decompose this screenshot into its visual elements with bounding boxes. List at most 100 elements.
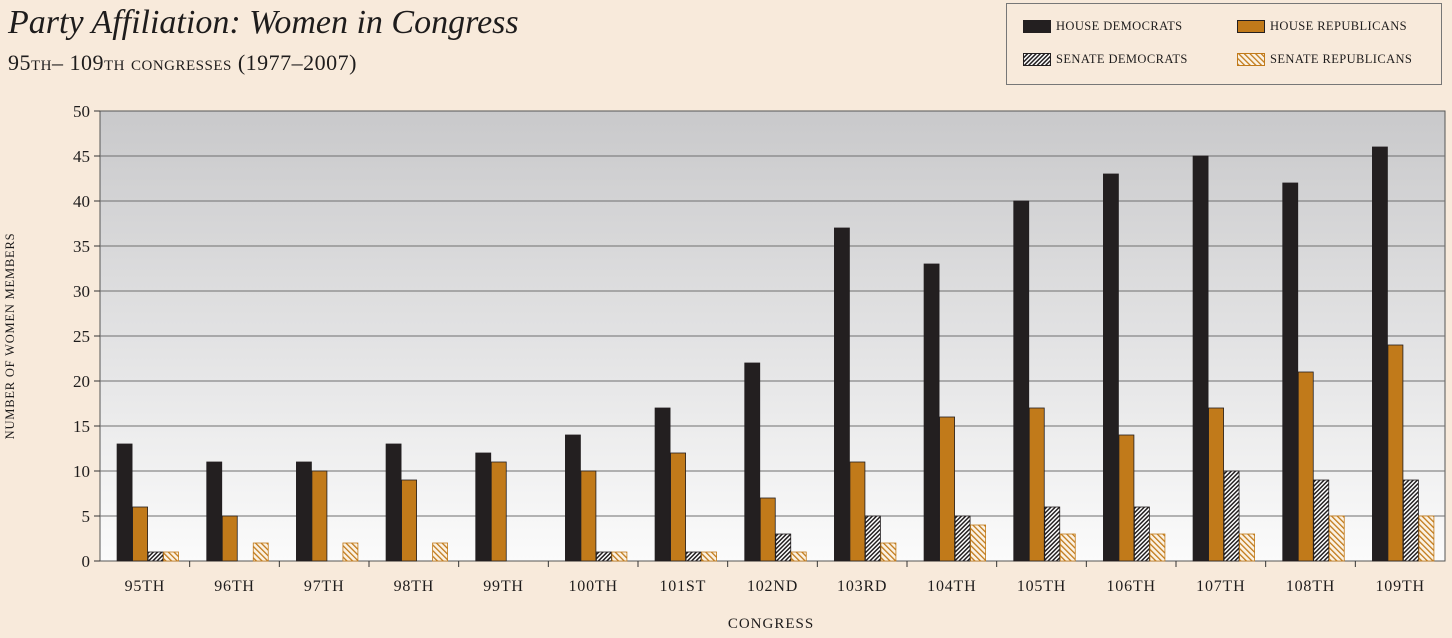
bar-house-democrats-107th [1192,155,1209,562]
bar-house-republicans-96th [221,515,238,562]
bar-senate-republicans-96th [252,542,269,562]
bar-house-democrats-108th [1282,182,1299,562]
bar-senate-democrats-101st [685,551,702,562]
legend-item-senate-democrats: SENATE DEMOCRATS [1023,52,1188,67]
bar-house-democrats-99th [475,452,492,562]
y-tick-label: 0 [82,552,91,571]
bar-senate-democrats-109th [1403,479,1419,562]
bar-house-democrats-97th [296,461,312,562]
bar-house-republicans-98th [401,479,417,562]
bar-senate-democrats-108th [1313,479,1330,562]
legend-item-senate-republicans: SENATE REPUBLICANS [1237,52,1412,67]
x-tick-label: 97TH [304,578,345,595]
legend-label-house-republicans: HOUSE REPUBLICANS [1270,19,1408,33]
x-tick-label: 108TH [1286,578,1335,595]
y-axis-label: NUMBER OF WOMEN MEMBERS [3,233,17,440]
bar-senate-democrats-100th [596,551,612,562]
legend-swatch-house-democrats [1023,20,1051,33]
bars-group [116,146,1435,562]
bar-senate-republicans-106th [1149,533,1166,562]
legend-item-house-democrats: HOUSE DEMOCRATS [1023,19,1183,34]
y-tick-label: 35 [73,237,90,256]
bar-house-democrats-106th [1103,173,1119,562]
x-tick-label: 105TH [1017,578,1066,595]
bar-senate-republicans-101st [701,551,717,562]
bar-house-republicans-109th [1387,344,1404,562]
x-tick-label: 103RD [837,578,887,595]
bar-house-republicans-103rd [849,461,866,562]
bar-senate-democrats-106th [1134,506,1150,562]
bar-senate-republicans-100th [611,551,628,562]
y-tick-label: 40 [73,192,90,211]
y-tick-label: 50 [73,102,90,121]
bar-house-republicans-105th [1028,407,1045,562]
bar-house-republicans-106th [1118,434,1135,562]
bar-house-democrats-101st [654,407,671,562]
x-tick-label: 107TH [1196,578,1245,595]
bar-senate-republicans-107th [1239,533,1255,562]
y-tick-label: 5 [82,507,91,526]
legend-label-house-democrats: HOUSE DEMOCRATS [1056,19,1183,33]
bar-senate-republicans-95th [163,551,179,562]
y-tick-label: 15 [73,417,90,436]
y-tick-label: 20 [73,372,90,391]
bar-house-republicans-108th [1297,371,1314,562]
x-tick-label: 100TH [569,578,618,595]
legend-swatch-senate-republicans [1237,53,1265,66]
x-tick-label: 104TH [927,578,976,595]
chart-title: Party Affiliation: Women in Congress [8,4,519,41]
bar-senate-republicans-98th [432,542,448,562]
bar-senate-democrats-103rd [865,515,881,562]
bar-senate-republicans-103rd [880,542,897,562]
x-tick-label: 95TH [125,578,166,595]
x-tick-label: 102ND [747,578,798,595]
bar-senate-democrats-107th [1223,470,1240,562]
x-axis: 95TH 96TH 97TH 98TH 99TH 100TH 101ST 102ND 103RD… [125,561,1425,595]
x-tick-label: 98TH [394,578,435,595]
bar-senate-democrats-95th [147,551,164,562]
bar-house-democrats-100th [565,434,581,562]
chart-subtitle: 95th– 109th congresses (1977–2007) [8,50,358,75]
x-tick-label: 106TH [1107,578,1156,595]
bar-senate-republicans-102nd [790,551,807,562]
bar-house-democrats-109th [1372,146,1388,562]
bar-senate-republicans-104th [970,524,986,562]
bar-house-democrats-96th [206,461,223,562]
bar-senate-democrats-105th [1044,506,1061,562]
y-tick-label: 30 [73,282,90,301]
bar-house-democrats-102nd [744,362,761,562]
legend-label-senate-republicans: SENATE REPUBLICANS [1270,52,1413,66]
bar-house-republicans-102nd [759,497,776,562]
x-tick-label: 109TH [1376,578,1425,595]
bar-senate-republicans-105th [1059,533,1076,562]
bar-house-republicans-104th [939,416,955,562]
bar-house-republicans-107th [1208,407,1224,562]
y-tick-label: 25 [73,327,90,346]
bar-house-republicans-97th [311,470,328,562]
bar-house-democrats-95th [116,443,133,562]
y-tick-label: 45 [73,147,90,166]
y-tick-label: 10 [73,462,90,481]
legend-swatch-senate-democrats [1023,53,1051,66]
bar-house-republicans-95th [132,506,148,562]
bar-house-republicans-99th [490,461,507,562]
x-tick-label: 96TH [214,578,255,595]
bar-senate-republicans-109th [1418,515,1435,562]
bar-senate-democrats-104th [954,515,971,562]
legend-label-senate-democrats: SENATE DEMOCRATS [1056,52,1188,66]
bar-house-democrats-103rd [834,227,850,562]
x-tick-label: 99TH [483,578,524,595]
bar-senate-republicans-97th [342,542,359,562]
legend-item-house-republicans: HOUSE REPUBLICANS [1237,19,1407,34]
bar-house-republicans-100th [580,470,597,562]
legend-swatch-house-republicans [1237,20,1265,33]
bar-house-democrats-105th [1013,200,1030,562]
x-tick-label: 101ST [659,578,706,595]
bar-senate-democrats-102nd [775,533,792,562]
bar-house-democrats-98th [385,443,402,562]
x-axis-label: CONGRESS [728,616,814,632]
bar-senate-republicans-108th [1328,515,1345,562]
bar-house-republicans-101st [670,452,686,562]
y-axis: 0 5 10 15 20 25 30 35 40 45 50 [73,102,100,571]
